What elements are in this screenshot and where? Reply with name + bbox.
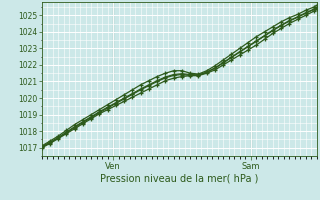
X-axis label: Pression niveau de la mer( hPa ): Pression niveau de la mer( hPa ) xyxy=(100,173,258,183)
